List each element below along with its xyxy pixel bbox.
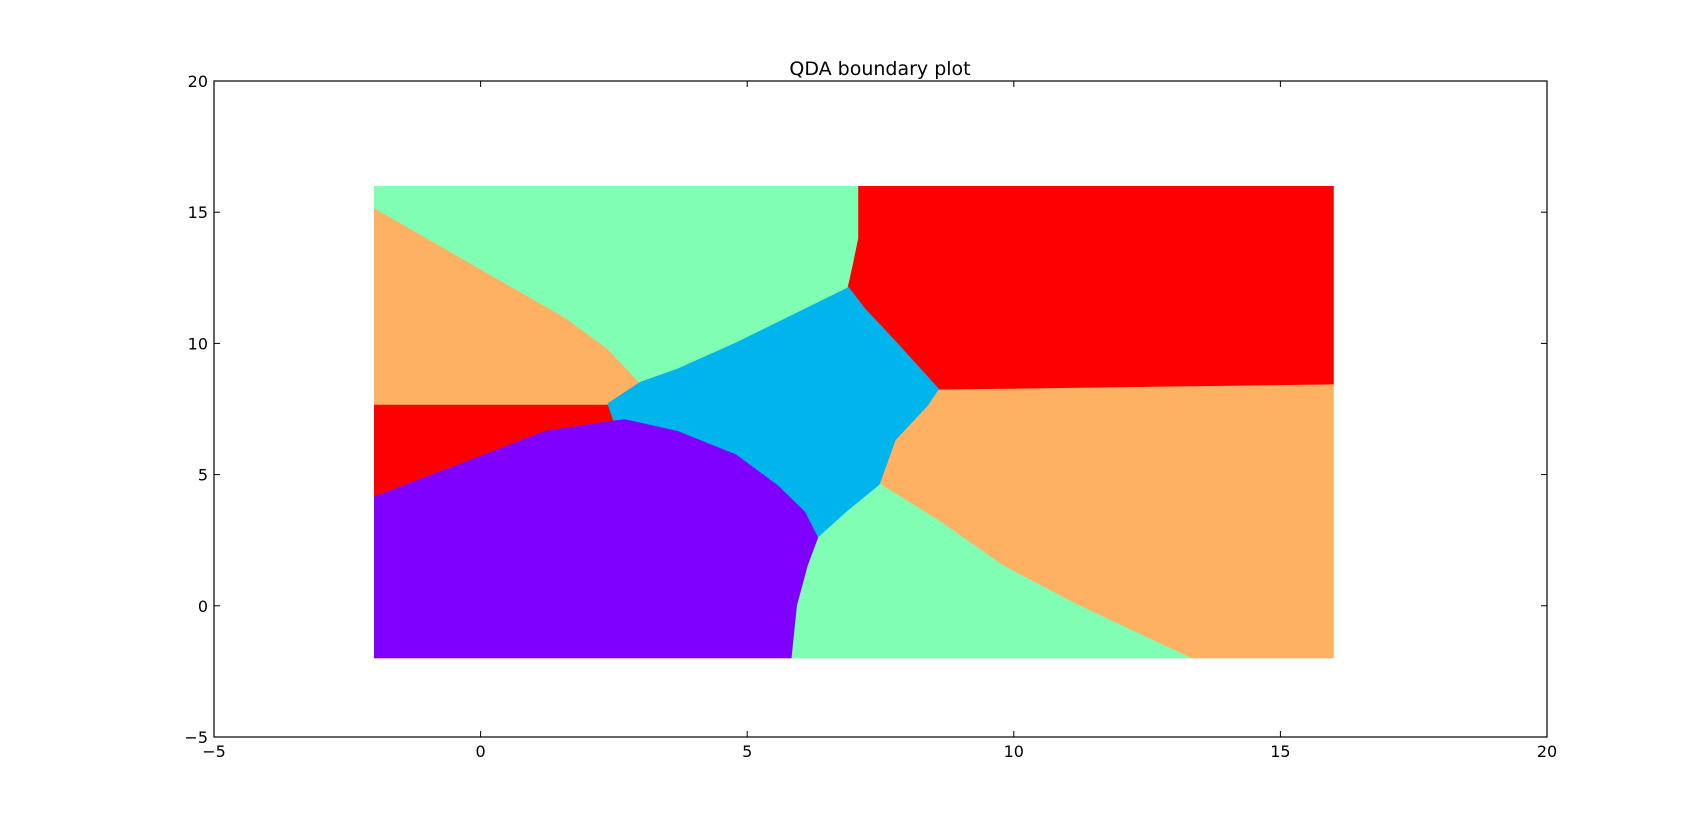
- x-tick-label: 0: [476, 742, 486, 761]
- x-axis-ticks: −5 0 5 10 15 20: [202, 81, 1557, 761]
- x-tick-label: −5: [202, 742, 226, 761]
- x-tick-label: 20: [1537, 742, 1557, 761]
- y-tick-label: 20: [188, 72, 208, 91]
- region-green-7: [791, 484, 1191, 659]
- y-tick-label: −5: [184, 728, 208, 747]
- y-tick-label: 5: [198, 466, 208, 485]
- region-red-4: [847, 185, 1334, 392]
- y-tick-label: 10: [188, 334, 208, 353]
- y-tick-label: 15: [188, 203, 208, 222]
- x-tick-label: 10: [1004, 742, 1024, 761]
- x-tick-label: 15: [1270, 742, 1290, 761]
- decision-regions: [373, 185, 1334, 659]
- y-tick-label: 0: [198, 597, 208, 616]
- plot-frame: [213, 80, 1548, 738]
- y-axis-ticks: −5 0 5 10 15 20: [184, 72, 1547, 747]
- chart-title: QDA boundary plot: [789, 58, 970, 80]
- x-tick-label: 5: [742, 742, 752, 761]
